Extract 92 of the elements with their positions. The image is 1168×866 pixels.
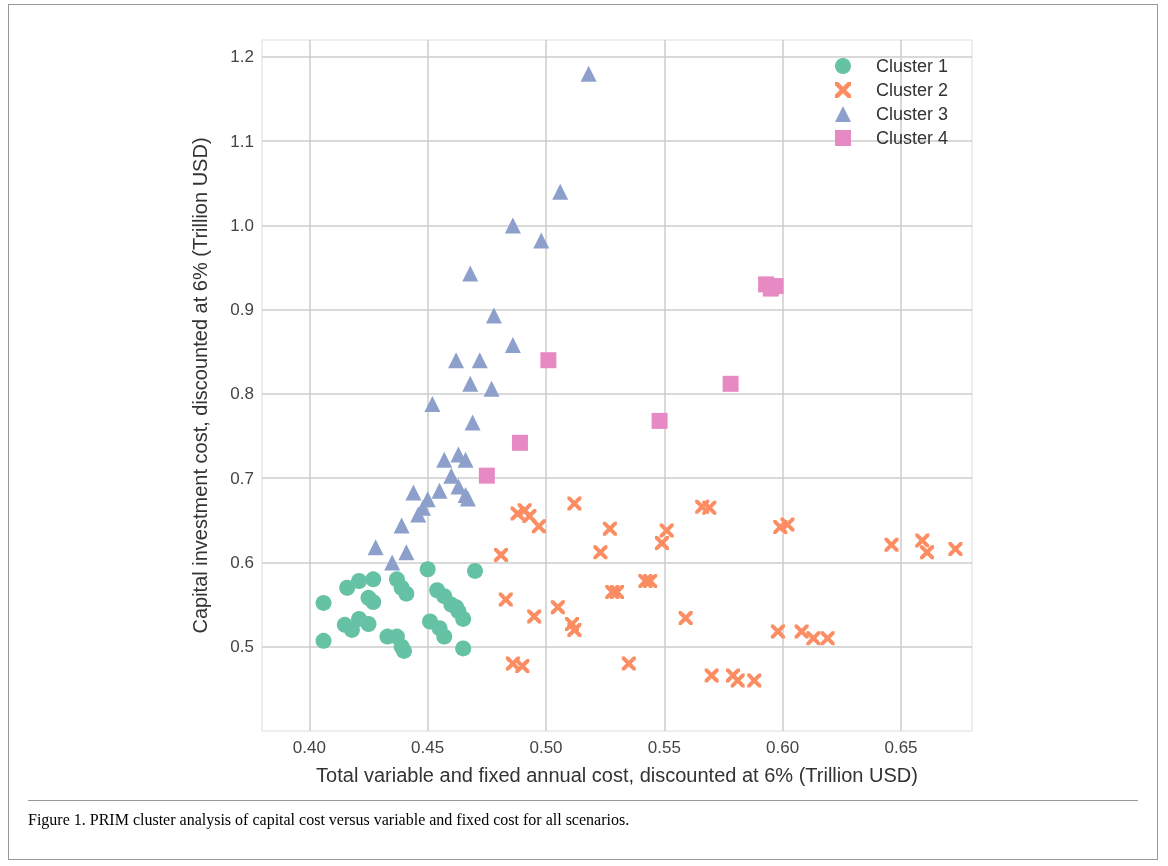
x-tick-label: 0.40 <box>292 738 326 757</box>
point <box>820 631 835 646</box>
point <box>552 183 569 200</box>
y-tick-label: 0.9 <box>230 300 254 320</box>
point <box>948 541 963 556</box>
point <box>431 482 448 499</box>
point <box>659 523 674 538</box>
point <box>621 656 636 671</box>
legend-label: Cluster 3 <box>875 104 948 124</box>
legend-label: Cluster 2 <box>875 80 948 100</box>
point <box>678 611 693 626</box>
y-tick-label: 0.8 <box>230 384 254 404</box>
point <box>419 561 436 578</box>
point <box>384 554 401 571</box>
point <box>920 545 935 560</box>
point <box>730 673 745 688</box>
point <box>610 584 624 599</box>
point <box>315 632 332 649</box>
point <box>567 622 582 637</box>
point <box>550 600 565 615</box>
point <box>794 624 809 639</box>
x-tick-label: 0.50 <box>529 738 563 757</box>
point <box>643 574 658 588</box>
point <box>339 579 356 596</box>
point <box>351 573 368 589</box>
point <box>443 467 460 484</box>
point <box>464 414 481 431</box>
point <box>531 519 546 534</box>
point <box>365 594 382 611</box>
point <box>504 217 521 234</box>
point <box>467 562 483 579</box>
point <box>457 451 474 468</box>
point <box>702 500 717 515</box>
y-tick-label: 1.0 <box>230 215 254 235</box>
point <box>498 592 513 607</box>
point <box>360 615 377 632</box>
point <box>315 594 332 611</box>
point <box>424 396 441 413</box>
caption: Figure 1. PRIM cluster analysis of capital cost versus variable and fixed cost for all scenarios. <box>28 811 631 829</box>
y-tick-label: 0.5 <box>230 637 254 657</box>
point <box>654 536 669 551</box>
point <box>593 545 608 560</box>
point <box>436 628 453 645</box>
point <box>448 599 465 616</box>
point <box>527 609 542 624</box>
point <box>722 375 739 392</box>
point <box>365 571 382 588</box>
legend-label: Cluster 4 <box>875 128 948 148</box>
point <box>915 533 930 548</box>
y-tick-label: 0.6 <box>230 552 254 572</box>
point <box>504 337 521 354</box>
point <box>478 467 495 484</box>
x-tick-label: 0.60 <box>766 738 800 757</box>
point <box>436 451 453 468</box>
point <box>494 547 509 562</box>
point <box>398 585 415 602</box>
point <box>455 610 472 627</box>
point <box>455 640 472 657</box>
x-tick-label: 0.55 <box>647 738 681 757</box>
point <box>511 434 528 451</box>
x-axis-title: Total variable and fixed annual cost, discounted at 6% (Trillion USD) <box>316 764 918 786</box>
point <box>770 624 785 639</box>
point <box>651 412 668 429</box>
point <box>806 631 821 646</box>
point <box>343 621 360 638</box>
point <box>398 544 415 561</box>
y-axis-title: Capital investment cost, discounted at 6% (Trillion USD) <box>189 137 211 634</box>
point <box>485 307 502 324</box>
point <box>471 352 488 369</box>
legend-label: Cluster 1 <box>875 56 948 76</box>
point <box>540 352 557 369</box>
y-tick-label: 1.2 <box>230 47 254 67</box>
point <box>462 375 479 392</box>
y-tick-label: 1.1 <box>230 131 254 151</box>
point <box>483 380 500 397</box>
point <box>405 484 422 501</box>
x-tick-label: 0.45 <box>411 738 445 757</box>
point <box>367 539 384 556</box>
point <box>884 537 899 552</box>
point <box>747 673 762 688</box>
x-tick-label: 0.65 <box>884 738 918 757</box>
point <box>533 232 550 249</box>
y-tick-label: 0.7 <box>230 468 254 488</box>
point <box>704 668 719 683</box>
point <box>393 517 410 534</box>
point <box>780 517 795 532</box>
point <box>448 352 465 369</box>
point <box>567 496 582 511</box>
point <box>515 659 530 674</box>
point <box>602 521 617 536</box>
point <box>462 265 479 282</box>
point <box>580 65 597 82</box>
